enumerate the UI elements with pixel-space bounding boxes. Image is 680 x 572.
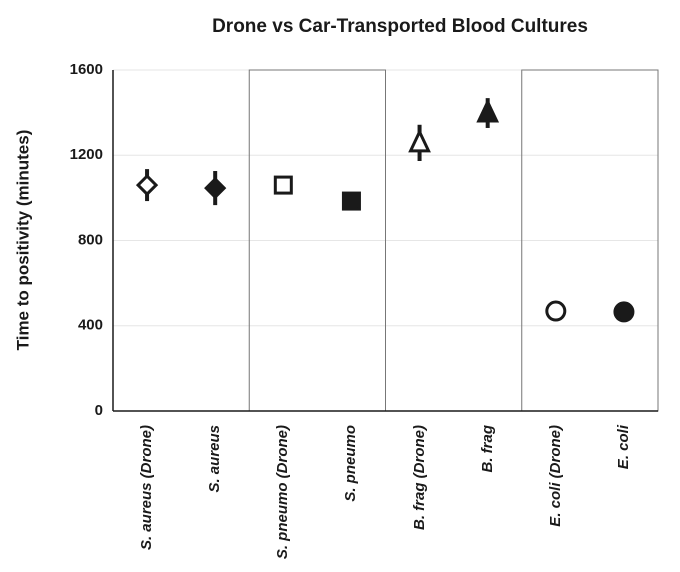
x-tick-label: E. coli xyxy=(614,425,632,470)
y-tick-label: 800 xyxy=(78,231,103,248)
marker xyxy=(341,191,361,211)
x-tick-label: B. frag xyxy=(478,425,496,473)
marker xyxy=(476,98,500,123)
marker xyxy=(613,301,635,323)
y-tick-label: 1200 xyxy=(70,146,103,163)
marker xyxy=(135,173,159,197)
y-tick-label: 0 xyxy=(95,402,103,419)
y-axis-label: Time to positivity (minutes) xyxy=(13,130,32,351)
marker xyxy=(408,128,431,153)
y-tick-label: 1600 xyxy=(70,61,103,78)
y-tick-label: 400 xyxy=(78,317,103,334)
marker xyxy=(545,300,567,322)
marker xyxy=(204,176,227,200)
x-tick-label: E. coli (Drone) xyxy=(546,425,564,527)
x-tick-label: S. aureus (Drone) xyxy=(138,425,156,551)
chart-title: Drone vs Car-Transported Blood Cultures xyxy=(212,16,588,37)
x-tick-label: S. aureus xyxy=(206,425,224,493)
marker xyxy=(273,175,293,195)
x-tick-label: S. pneumo (Drone) xyxy=(274,425,292,560)
x-tick-label: B. frag (Drone) xyxy=(410,425,428,530)
x-tick-label: S. pneumo xyxy=(342,425,360,502)
